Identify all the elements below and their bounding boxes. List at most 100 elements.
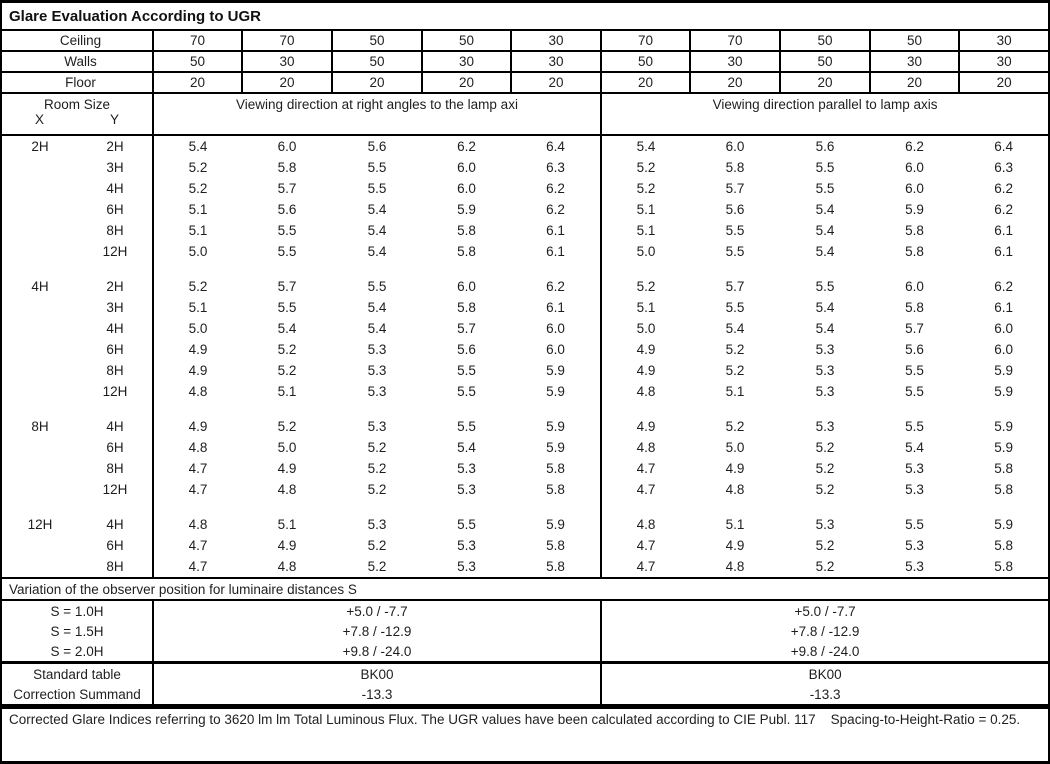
- ugr-value-cell: 5.5: [367, 181, 387, 196]
- ugr-value-cell: 5.3: [457, 461, 476, 476]
- ugr-value-cell: 4.9: [277, 538, 297, 553]
- ugr-value-cell: 5.4: [188, 139, 208, 154]
- ugr-value-cell: 6.0: [277, 139, 297, 154]
- s-value-right: +9.8 / -24.0: [790, 643, 860, 659]
- ugr-value-cell: 6.2: [457, 139, 476, 154]
- ugr-value-cell: 5.2: [188, 160, 208, 175]
- reflectance-value-cell: 30: [421, 50, 512, 73]
- ugr-value-cell: 6.3: [994, 160, 1013, 175]
- room-y-cell: 3H: [78, 157, 154, 178]
- ugr-value-cell: 5.0: [188, 244, 208, 259]
- room-size-header-cell: Room Size X Y: [1, 93, 154, 136]
- ugr-value-cell: 5.9: [994, 419, 1013, 434]
- room-y-cell: 8H: [78, 360, 154, 381]
- s-value-right: +5.0 / -7.7: [794, 603, 856, 619]
- ugr-value-cell: 5.4: [905, 440, 924, 455]
- ugr-value-cell: 5.5: [725, 244, 745, 259]
- ugr-value-cell: 5.9: [511, 514, 602, 535]
- ugr-value-cell: 5.5: [457, 517, 476, 532]
- ugr-value-cell: 5.3: [367, 342, 387, 357]
- ugr-value-cell: 5.0: [725, 440, 745, 455]
- ugr-value-cell: 5.7: [277, 279, 297, 294]
- reflectance-value-cell: 20: [510, 71, 602, 94]
- ugr-table: Glare Evaluation According to UGR Ceilin…: [0, 0, 1050, 707]
- ugr-value-cell: 5.5: [277, 300, 297, 315]
- reflectance-value-cell: 50: [152, 50, 243, 73]
- room-y-cell: 3H: [78, 297, 154, 318]
- ugr-value-cell: 6.4: [994, 139, 1013, 154]
- ugr-value-cell: 5.5: [905, 517, 924, 532]
- ugr-value-cell: 5.2: [725, 342, 745, 357]
- ugr-value-cell: 4.9: [277, 461, 297, 476]
- title-section: Glare Evaluation According to UGR: [1, 1, 1050, 31]
- reflectance-label-cell: Ceiling: [0, 29, 154, 52]
- ugr-value-cell: 5.6: [815, 139, 835, 154]
- room-x-cell: 4H: [31, 279, 49, 294]
- ugr-value-cell: 5.4: [636, 139, 656, 154]
- ugr-value-cell: 5.8: [905, 244, 924, 259]
- room-size-label: Room Size: [43, 97, 111, 112]
- room-y-cell: 8H: [78, 220, 154, 241]
- ugr-value-cell: 4.8: [636, 384, 656, 399]
- s-distance-label: S = 2.0H: [1, 641, 154, 663]
- ugr-value-cell: 5.5: [367, 160, 387, 175]
- reflectance-value-cell: 20: [331, 71, 423, 94]
- ugr-value-cell: 5.5: [905, 419, 924, 434]
- ugr-value-cell: 4.9: [188, 363, 208, 378]
- ugr-value-cell: 5.5: [725, 223, 745, 238]
- ugr-value-cell: 5.1: [725, 517, 745, 532]
- ugr-value-cell: 6.0: [905, 160, 924, 175]
- ugr-value-cell: 5.5: [815, 279, 835, 294]
- ugr-value-cell: 5.2: [188, 279, 208, 294]
- standard-table-label: Standard table: [1, 661, 154, 684]
- room-x-cell: [1, 437, 78, 458]
- column-header-row: Room Size X Y Viewing direction at right…: [1, 93, 1050, 136]
- ugr-value-cell: 5.3: [815, 419, 835, 434]
- ugr-row: 12H 4.8 5.1 5.3 5.5 5.9 4.8 5.1 5.3 5.5 5.9: [1, 381, 1049, 402]
- s-value-left: +9.8 / -24.0: [153, 641, 602, 663]
- ugr-value-cell: 6.4: [511, 135, 602, 157]
- ugr-value-cell: 5.6: [905, 342, 924, 357]
- page-title: Glare Evaluation According to UGR: [1, 1, 1050, 31]
- room-y-cell: 4H: [78, 416, 154, 437]
- ugr-value-cell: 5.3: [367, 517, 387, 532]
- ugr-value-cell: 6.1: [994, 300, 1013, 315]
- ugr-value-cell: 5.2: [367, 559, 387, 574]
- ugr-value-cell: 4.7: [188, 538, 208, 553]
- ugr-value-cell: 5.4: [367, 321, 387, 336]
- ugr-value-cell: 5.9: [905, 202, 924, 217]
- ugr-row: 3H 5.2 5.8 5.5 6.0 6.3 5.2 5.8 5.5 6.0 6.3: [1, 157, 1049, 178]
- variation-heading-row: Variation of the observer position for l…: [1, 577, 1050, 601]
- ugr-value-cell: 5.6: [457, 342, 476, 357]
- reflectance-value-cell: 20: [241, 71, 333, 94]
- ugr-value-cell: 5.2: [277, 419, 297, 434]
- room-y-cell: 6H: [78, 535, 154, 556]
- ugr-value-cell: 5.4: [815, 321, 835, 336]
- room-y-cell: 4H: [78, 318, 154, 339]
- reflectance-value-cell: 30: [869, 50, 960, 73]
- ugr-value-cell: 5.4: [367, 223, 387, 238]
- ugr-value-cell: 4.7: [188, 461, 208, 476]
- ugr-value-cell: 5.3: [815, 384, 835, 399]
- ugr-value-cell: 5.3: [905, 538, 924, 553]
- ugr-value-cell: 6.2: [994, 279, 1013, 294]
- ugr-value-cell: 5.2: [367, 482, 387, 497]
- ugr-value-cell: 5.4: [815, 202, 835, 217]
- correction-summand-right: -13.3: [809, 686, 841, 702]
- reflectance-value-cell: 20: [152, 71, 243, 94]
- room-x-cell: 2H: [31, 139, 49, 154]
- variation-heading: Variation of the observer position for l…: [1, 577, 1050, 601]
- room-y-cell: 6H: [78, 437, 154, 458]
- ugr-value-cell: 5.8: [994, 482, 1013, 497]
- reflectance-value-cell: 30: [241, 50, 333, 73]
- ugr-value-cell: 4.7: [636, 559, 656, 574]
- ugr-value-cell: 4.8: [188, 384, 208, 399]
- ugr-value-cell: 5.7: [277, 181, 297, 196]
- s-value-left: +5.0 / -7.7: [153, 600, 602, 621]
- x-axis-label: X: [34, 112, 44, 127]
- ugr-value-cell: 5.5: [815, 181, 835, 196]
- ugr-value-cell: 6.0: [725, 139, 745, 154]
- ugr-body: 2H 2H 5.4 6.0 5.6 6.2 6.4 5.4 6.0 5.6 6.2 6.4 3H 5.2 5…: [1, 135, 1049, 578]
- ugr-value-cell: 5.8: [511, 556, 602, 578]
- ugr-value-cell: 4.9: [725, 461, 745, 476]
